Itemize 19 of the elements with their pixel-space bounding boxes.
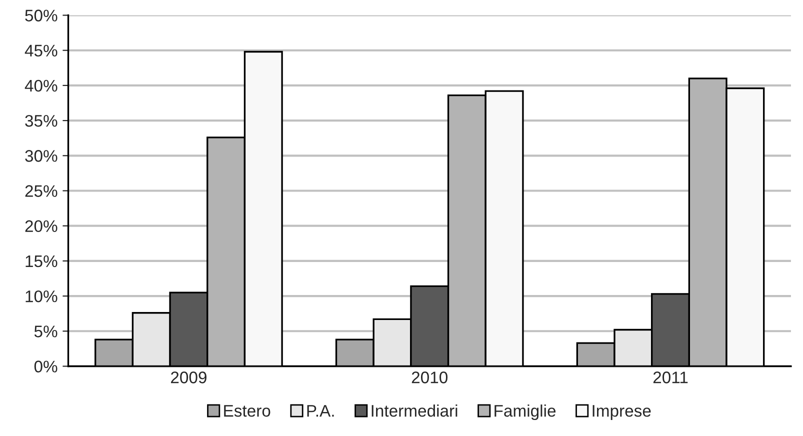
y-tick-label: 5%: [34, 326, 58, 338]
y-tick-label: 50%: [25, 10, 58, 22]
x-tick-label: 2010: [412, 372, 448, 384]
x-tick-label: 2009: [171, 372, 206, 384]
legend-label: Imprese: [592, 405, 651, 420]
y-tick-label: 10%: [26, 290, 58, 302]
y-tick-label: 0%: [34, 360, 58, 372]
x-tick-label: 2011: [653, 372, 688, 384]
legend-label: P.A.: [307, 405, 334, 417]
y-tick-label: 25%: [25, 185, 58, 197]
y-tick-label: 15%: [26, 255, 58, 268]
y-tick-label: 40%: [24, 80, 58, 92]
y-tick-label: 20%: [25, 220, 58, 232]
legend-label: Intermediari: [372, 404, 458, 417]
y-tick-label: 30%: [25, 150, 58, 162]
y-tick-label: 35%: [25, 114, 58, 127]
y-tick-label: 45%: [24, 44, 58, 57]
legend-label: Famiglie: [494, 404, 556, 420]
legend-label: Estero: [224, 405, 270, 417]
